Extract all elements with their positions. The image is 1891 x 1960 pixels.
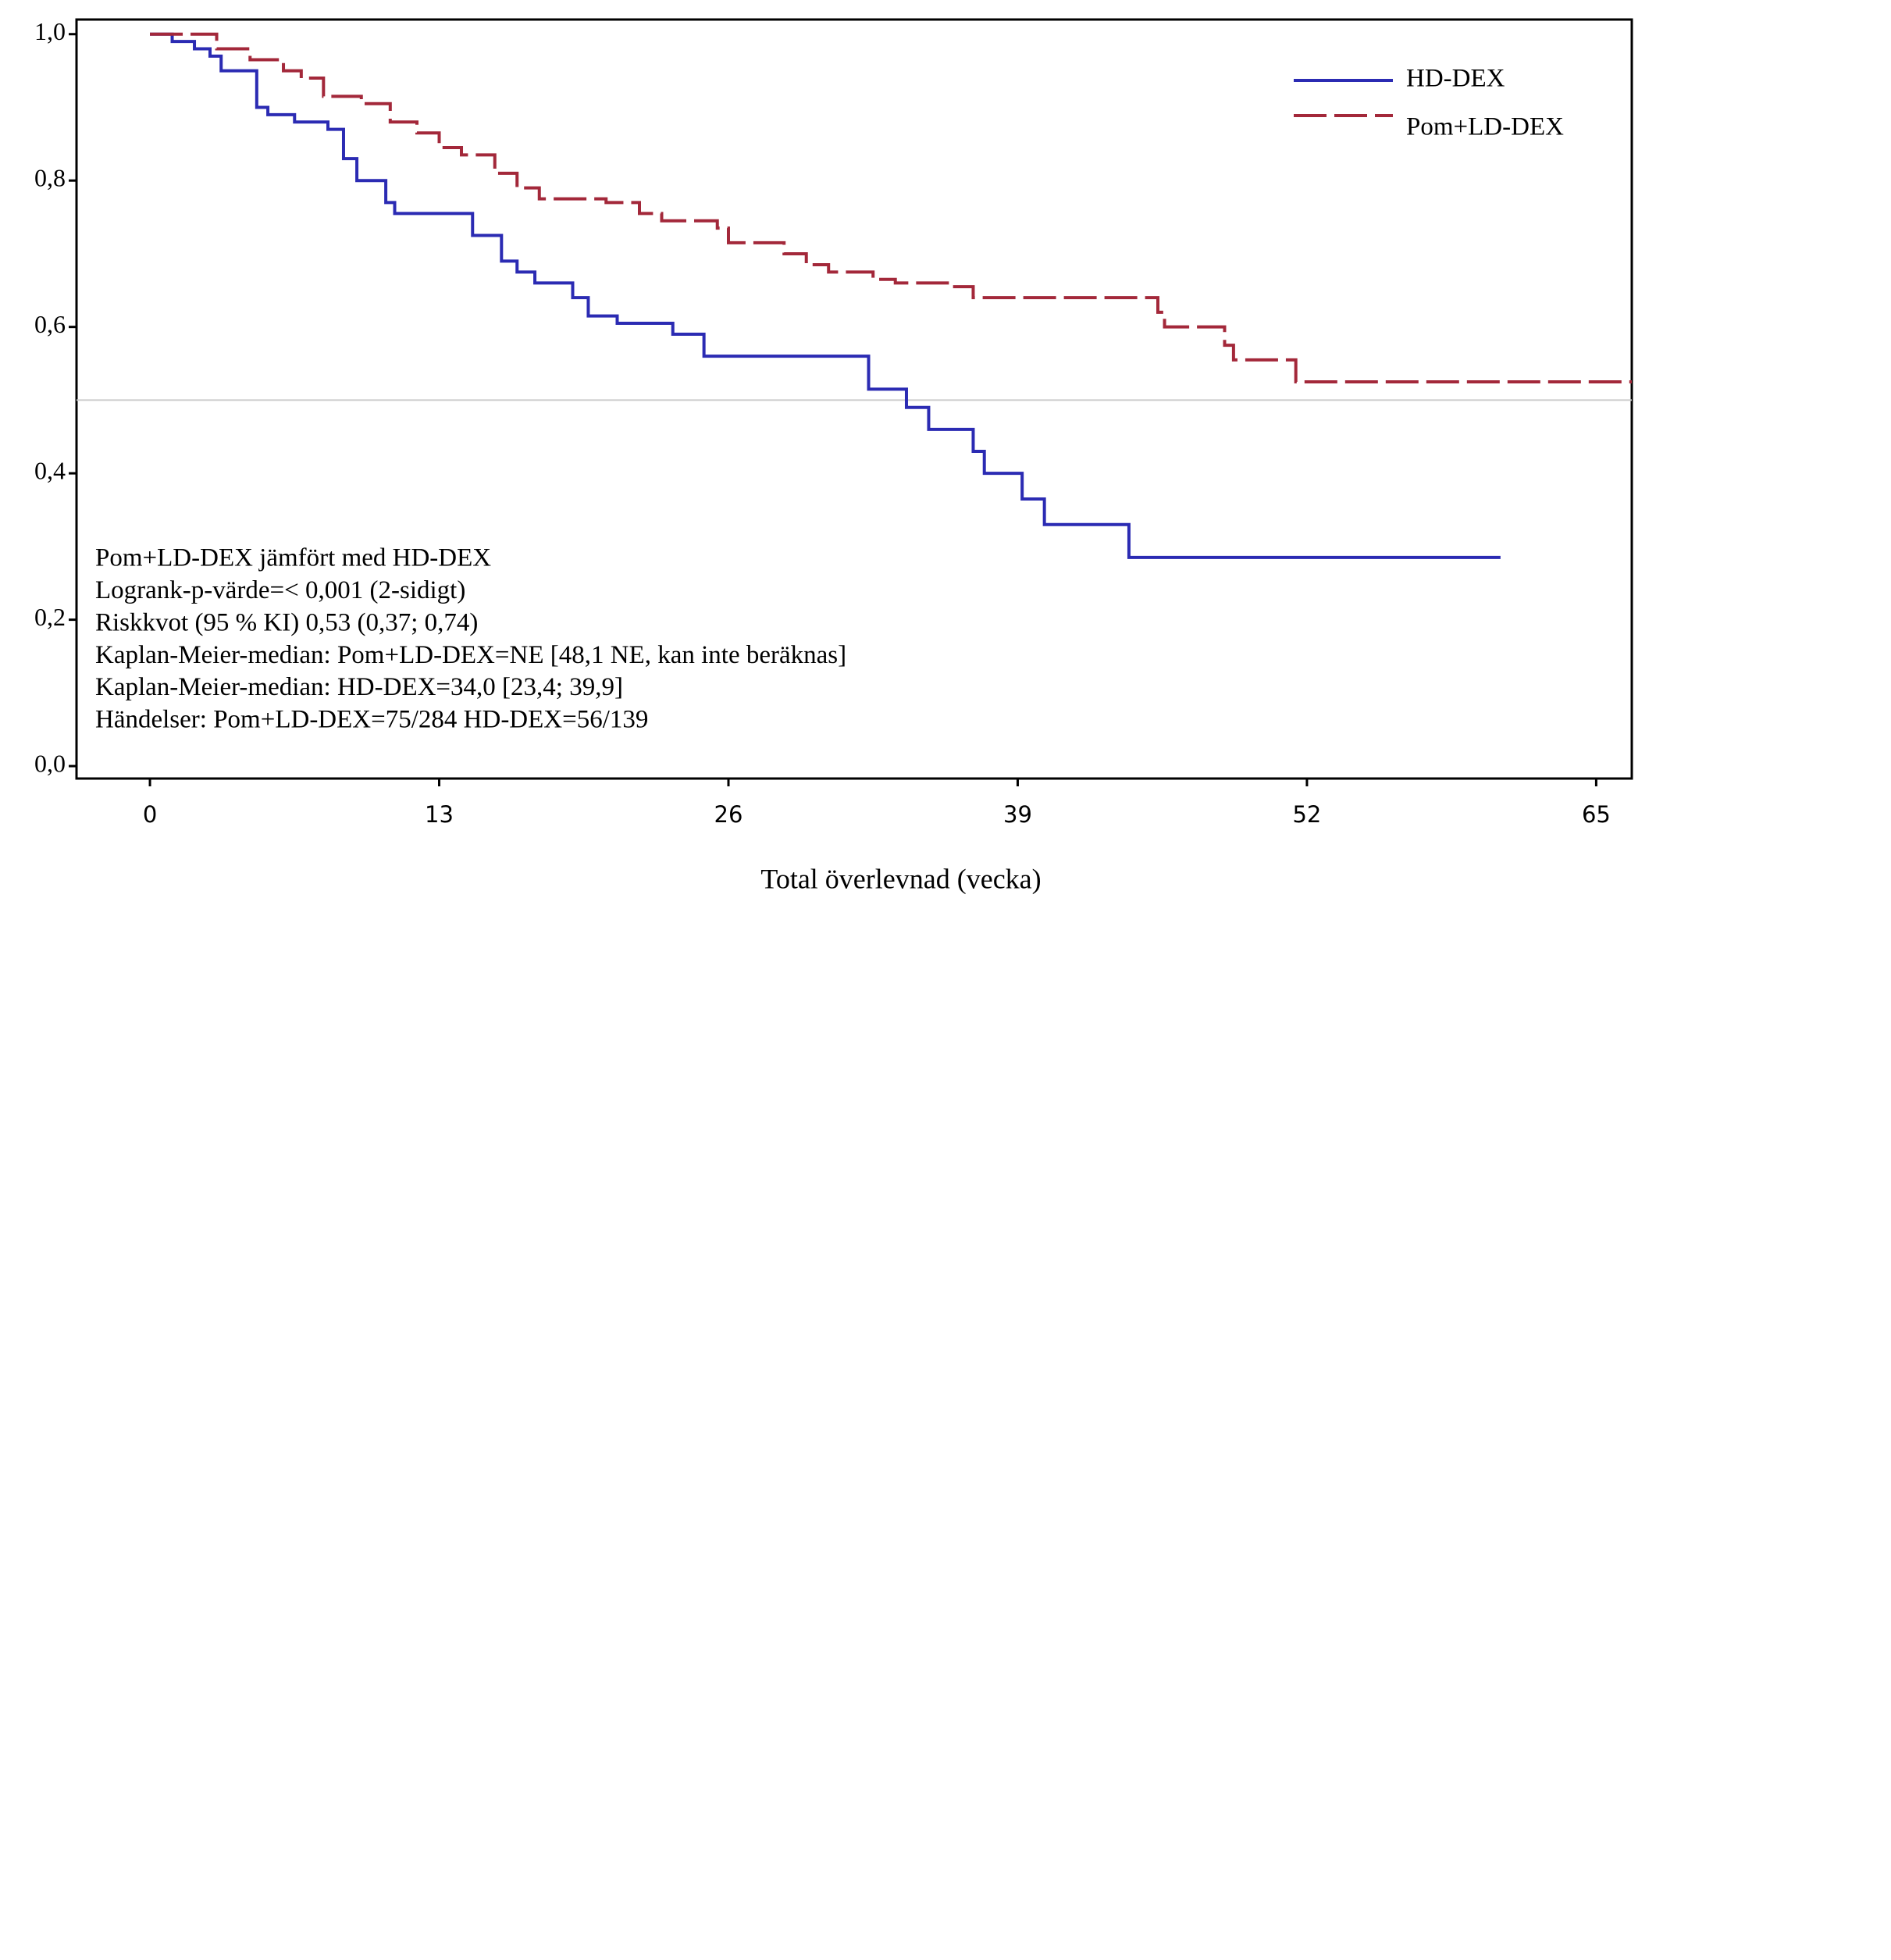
y-tick-label: 0,8 bbox=[34, 164, 66, 192]
y-tick-label: 0,6 bbox=[34, 310, 66, 338]
y-tick-label: 1,0 bbox=[34, 17, 66, 45]
y-tick-label: 0,4 bbox=[34, 456, 66, 484]
x-tick-label: 0 bbox=[143, 801, 157, 828]
annotation: Pom+LD-DEX jämfört med HD-DEX bbox=[95, 544, 491, 572]
y-tick-label: 0,2 bbox=[34, 603, 66, 631]
x-axis-label: Total överlevnad (vecka) bbox=[760, 863, 1041, 894]
legend-label: HD-DEX bbox=[1406, 65, 1505, 93]
y-tick-label: 0,0 bbox=[34, 749, 66, 777]
annotation: Händelser: Pom+LD-DEX=75/284 HD-DEX=56/1… bbox=[95, 706, 648, 734]
x-tick-label: 39 bbox=[1003, 801, 1032, 828]
x-tick-label: 52 bbox=[1292, 801, 1321, 828]
x-tick-label: 65 bbox=[1582, 801, 1611, 828]
annotation: Kaplan-Meier-median: HD-DEX=34,0 [23,4; … bbox=[95, 673, 623, 701]
survival-curve bbox=[150, 32, 1632, 383]
annotation: Logrank-p-värde=< 0,001 (2-sidigt) bbox=[95, 576, 465, 604]
annotation: Riskkvot (95 % KI) 0,53 (0,37; 0,74) bbox=[95, 608, 478, 636]
survival-curve bbox=[150, 32, 1501, 559]
annotation: Kaplan-Meier-median: Pom+LD-DEX=NE [48,1… bbox=[95, 641, 846, 669]
plot-frame bbox=[75, 18, 1633, 780]
x-tick-label: 13 bbox=[425, 801, 454, 828]
x-tick-label: 26 bbox=[714, 801, 743, 828]
legend-label: Pom+LD-DEX bbox=[1406, 113, 1564, 141]
